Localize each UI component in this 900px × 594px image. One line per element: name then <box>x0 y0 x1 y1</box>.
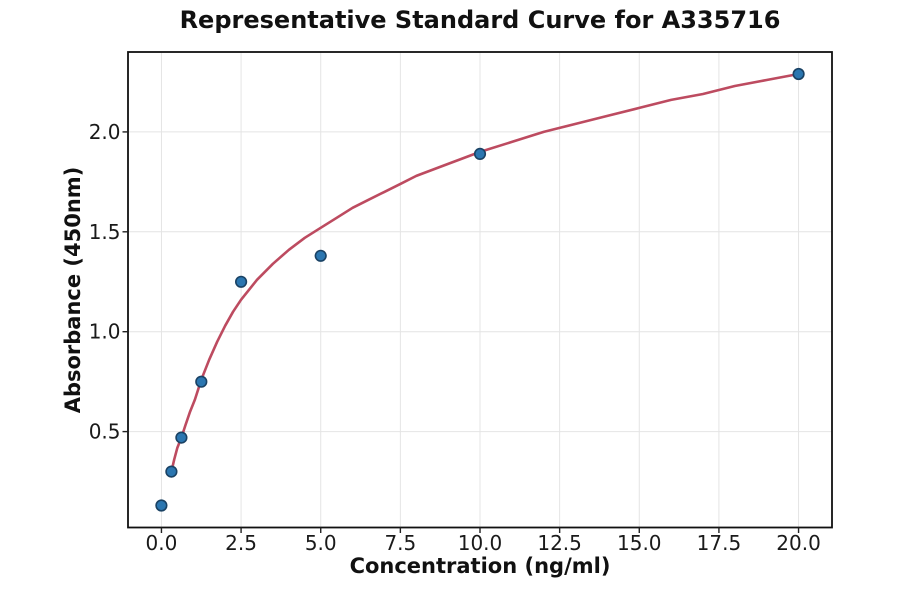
data-point <box>235 275 248 288</box>
x-tick-label: 15.0 <box>617 531 662 555</box>
data-point <box>792 67 805 81</box>
x-axis-label: Concentration (ng/ml) <box>349 554 611 578</box>
x-tick-label: 2.5 <box>225 531 257 555</box>
x-tick-label: 12.5 <box>537 531 582 555</box>
y-tick-label: 0.5 <box>89 420 121 444</box>
y-axis-label: Absorbance (450nm) <box>61 166 85 414</box>
data-point <box>473 147 487 160</box>
data-point <box>195 375 208 388</box>
data-point <box>175 431 188 444</box>
data-point <box>155 499 168 512</box>
y-tick-label: 2.0 <box>89 120 121 144</box>
x-tick-label: 20.0 <box>776 531 821 555</box>
x-tick-label: 17.5 <box>697 531 742 555</box>
chart-title: Representative Standard Curve for A33571… <box>179 6 781 34</box>
x-tick-label: 7.5 <box>384 531 416 555</box>
data-point <box>314 249 327 262</box>
y-tick-label: 1.0 <box>89 320 121 344</box>
data-point <box>165 465 178 478</box>
y-tick-label: 1.5 <box>89 220 121 244</box>
x-tick-label: 0.0 <box>146 531 178 555</box>
x-tick-label: 5.0 <box>305 531 337 555</box>
x-tick-label: 10.0 <box>458 531 503 555</box>
